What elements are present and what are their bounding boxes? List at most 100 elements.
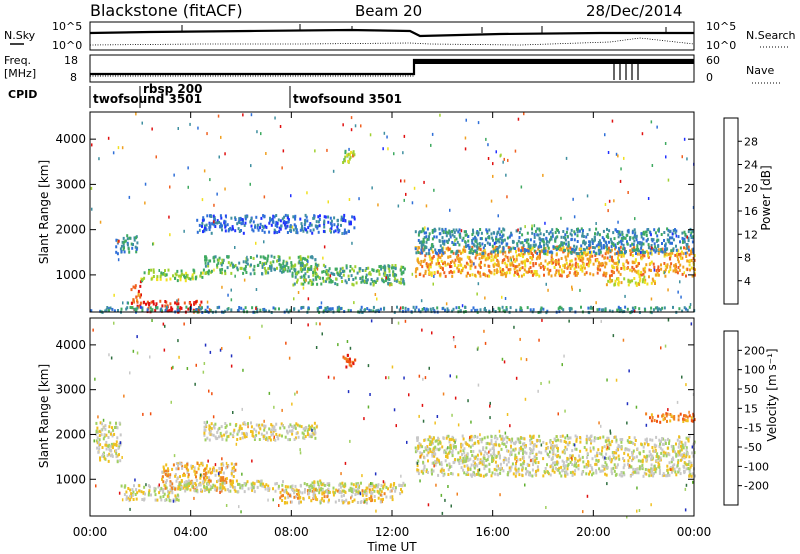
date-title: 28/Dec/2014 <box>586 2 682 20</box>
velocity-echo-cell <box>217 428 220 432</box>
power-echo-cell <box>676 252 678 256</box>
power-echo-cell <box>657 244 660 248</box>
velocity-echo-cell <box>102 452 104 456</box>
velocity-echo-cell <box>290 425 293 428</box>
velocity-echo-cell <box>430 470 433 474</box>
power-echo-cell <box>117 309 119 312</box>
power-echo-cell <box>656 238 659 242</box>
power-echo-cell <box>542 240 545 244</box>
power-echo-cell <box>207 262 210 266</box>
power-scatter-cell <box>263 240 265 244</box>
power-echo-cell <box>305 215 308 219</box>
power-scatter-cell <box>495 150 497 154</box>
velocity-echo-cell <box>230 472 233 476</box>
power-echo-cell <box>479 248 482 251</box>
power-echo-cell <box>177 302 180 306</box>
power-scatter-cell <box>242 113 244 117</box>
power-echo-cell <box>624 250 627 254</box>
power-scatter-cell <box>430 143 432 147</box>
velocity-echo-cell <box>193 469 196 473</box>
power-echo-cell <box>565 258 568 262</box>
power-echo-cell <box>653 228 656 232</box>
power-echo-cell <box>607 236 610 239</box>
power-echo-cell <box>617 235 620 239</box>
power-echo-cell <box>221 267 224 271</box>
velocity-echo-cell <box>177 498 180 502</box>
velocity-echo-cell <box>174 474 177 478</box>
power-scatter-cell <box>291 225 294 229</box>
power-echo-cell <box>141 277 144 281</box>
power-echo-cell <box>651 277 654 281</box>
velocity-echo-cell <box>199 476 202 480</box>
power-echo-cell <box>268 266 271 270</box>
velocity-echo-cell <box>135 497 138 501</box>
power-echo-cell <box>216 221 219 225</box>
velocity-echo-cell <box>260 432 263 436</box>
velocity-echo-cell <box>203 431 206 435</box>
power-echo-cell <box>526 306 529 310</box>
power-echo-cell <box>431 256 434 260</box>
power-echo-cell <box>690 259 693 262</box>
velocity-echo-cell <box>99 443 102 447</box>
velocity-echo-cell <box>140 490 143 494</box>
power-scatter-cell <box>314 149 316 153</box>
power-echo-cell <box>677 249 680 253</box>
power-echo-cell <box>636 252 639 256</box>
power-echo-cell <box>464 240 467 244</box>
power-echo-cell <box>327 309 330 313</box>
power-scatter-cell <box>230 298 233 302</box>
velocity-echo-cell <box>588 438 591 442</box>
velocity-echo-cell <box>426 448 429 452</box>
power-echo-cell <box>584 251 587 255</box>
velocity-echo-cell <box>321 488 324 492</box>
velocity-echo-cell <box>688 435 691 439</box>
power-scatter-cell <box>608 199 611 203</box>
velocity-echo-cell <box>298 490 301 494</box>
velocity-echo-cell <box>104 427 107 431</box>
velocity-echo-cell <box>615 435 617 439</box>
power-echo-cell <box>629 280 632 284</box>
power-echo-cell <box>327 269 330 273</box>
power-echo-cell <box>655 269 658 273</box>
power-scatter-cell <box>353 301 355 305</box>
velocity-echo-cell <box>294 484 297 488</box>
velocity-echo-cell <box>590 466 593 470</box>
velocity-echo-cell <box>615 440 618 444</box>
power-echo-cell <box>437 259 440 263</box>
power-echo-cell <box>164 269 166 273</box>
power-echo-cell <box>458 260 461 264</box>
noise-left-tick-high: 10^5 <box>52 20 82 33</box>
velocity-echo-cell <box>694 474 696 478</box>
power-scatter-cell <box>464 136 467 140</box>
velocity-echo-cell <box>326 482 329 486</box>
velocity-echo-cell <box>203 425 206 429</box>
power-echo-cell <box>165 278 168 282</box>
power-echo-cell <box>311 256 314 260</box>
velocity-echo-cell <box>558 471 561 475</box>
power-echo-cell <box>571 248 574 251</box>
power-echo-cell <box>663 239 665 242</box>
velocity-echo-cell <box>199 483 202 487</box>
velocity-echo-cell <box>292 426 295 429</box>
velocity-echo-cell <box>484 464 487 468</box>
power-echo-cell <box>576 240 579 243</box>
power-echo-cell <box>616 277 618 281</box>
power-echo-cell <box>668 230 671 234</box>
velocity-echo-cell <box>519 448 522 452</box>
velocity-echo-cell <box>304 435 307 438</box>
velocity-echo-cell <box>283 489 286 493</box>
velocity-echo-cell <box>389 485 392 489</box>
power-echo-cell <box>334 229 337 233</box>
velocity-echo-cell <box>116 436 119 440</box>
velocity-echo-cell <box>162 495 165 498</box>
velocity-echo-cell <box>525 472 527 476</box>
velocity-echo-cell <box>679 453 682 457</box>
power-echo-cell <box>513 273 516 277</box>
power-echo-cell <box>443 251 446 255</box>
power-panel-bg <box>90 112 694 312</box>
power-echo-cell <box>538 236 541 240</box>
velocity-echo-cell <box>107 430 110 434</box>
power-echo-cell <box>691 229 694 233</box>
power-scatter-cell <box>465 118 467 122</box>
velocity-echo-cell <box>662 454 665 458</box>
